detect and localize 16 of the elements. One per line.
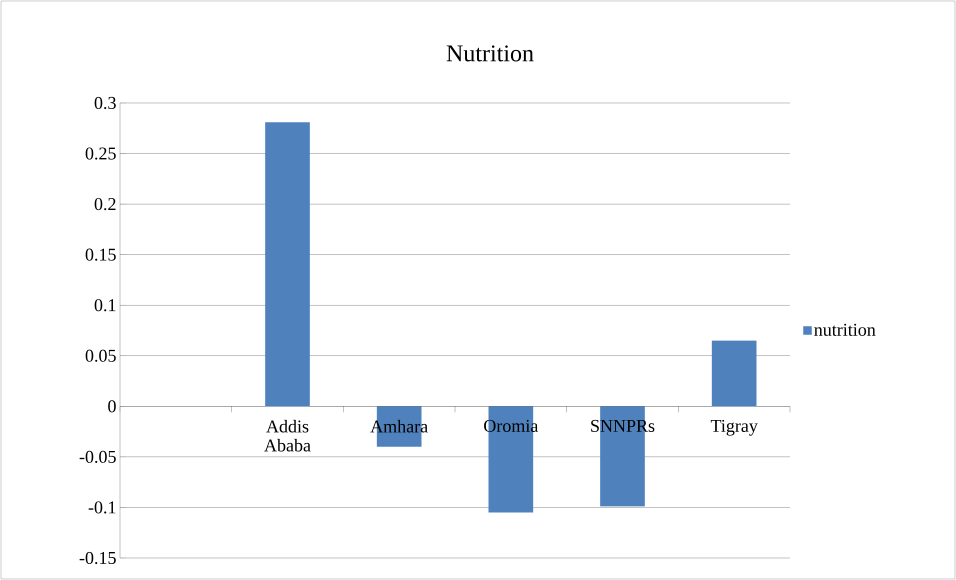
y-tick-label: 0.3 xyxy=(94,96,116,110)
y-tick-label: 0.1 xyxy=(94,299,116,312)
y-tick-label: 0.2 xyxy=(94,198,116,210)
y-tick-label: -0.1 xyxy=(88,501,116,514)
y-tick-label: 0 xyxy=(108,400,116,412)
chart-title: Nutrition xyxy=(446,45,534,62)
legend-label: nutrition xyxy=(814,324,876,336)
x-tick-label: Tigray xyxy=(710,420,758,436)
bar xyxy=(712,340,756,406)
bar xyxy=(265,122,310,406)
y-tick-label: 0.05 xyxy=(86,350,116,362)
y-tick-label: -0.05 xyxy=(80,450,116,463)
y-tick-label: -0.15 xyxy=(80,552,116,564)
x-tick-label: Addis Ababa xyxy=(264,420,311,452)
y-tick-label: 0.15 xyxy=(86,248,116,261)
y-tick-label: 0.25 xyxy=(86,147,116,160)
